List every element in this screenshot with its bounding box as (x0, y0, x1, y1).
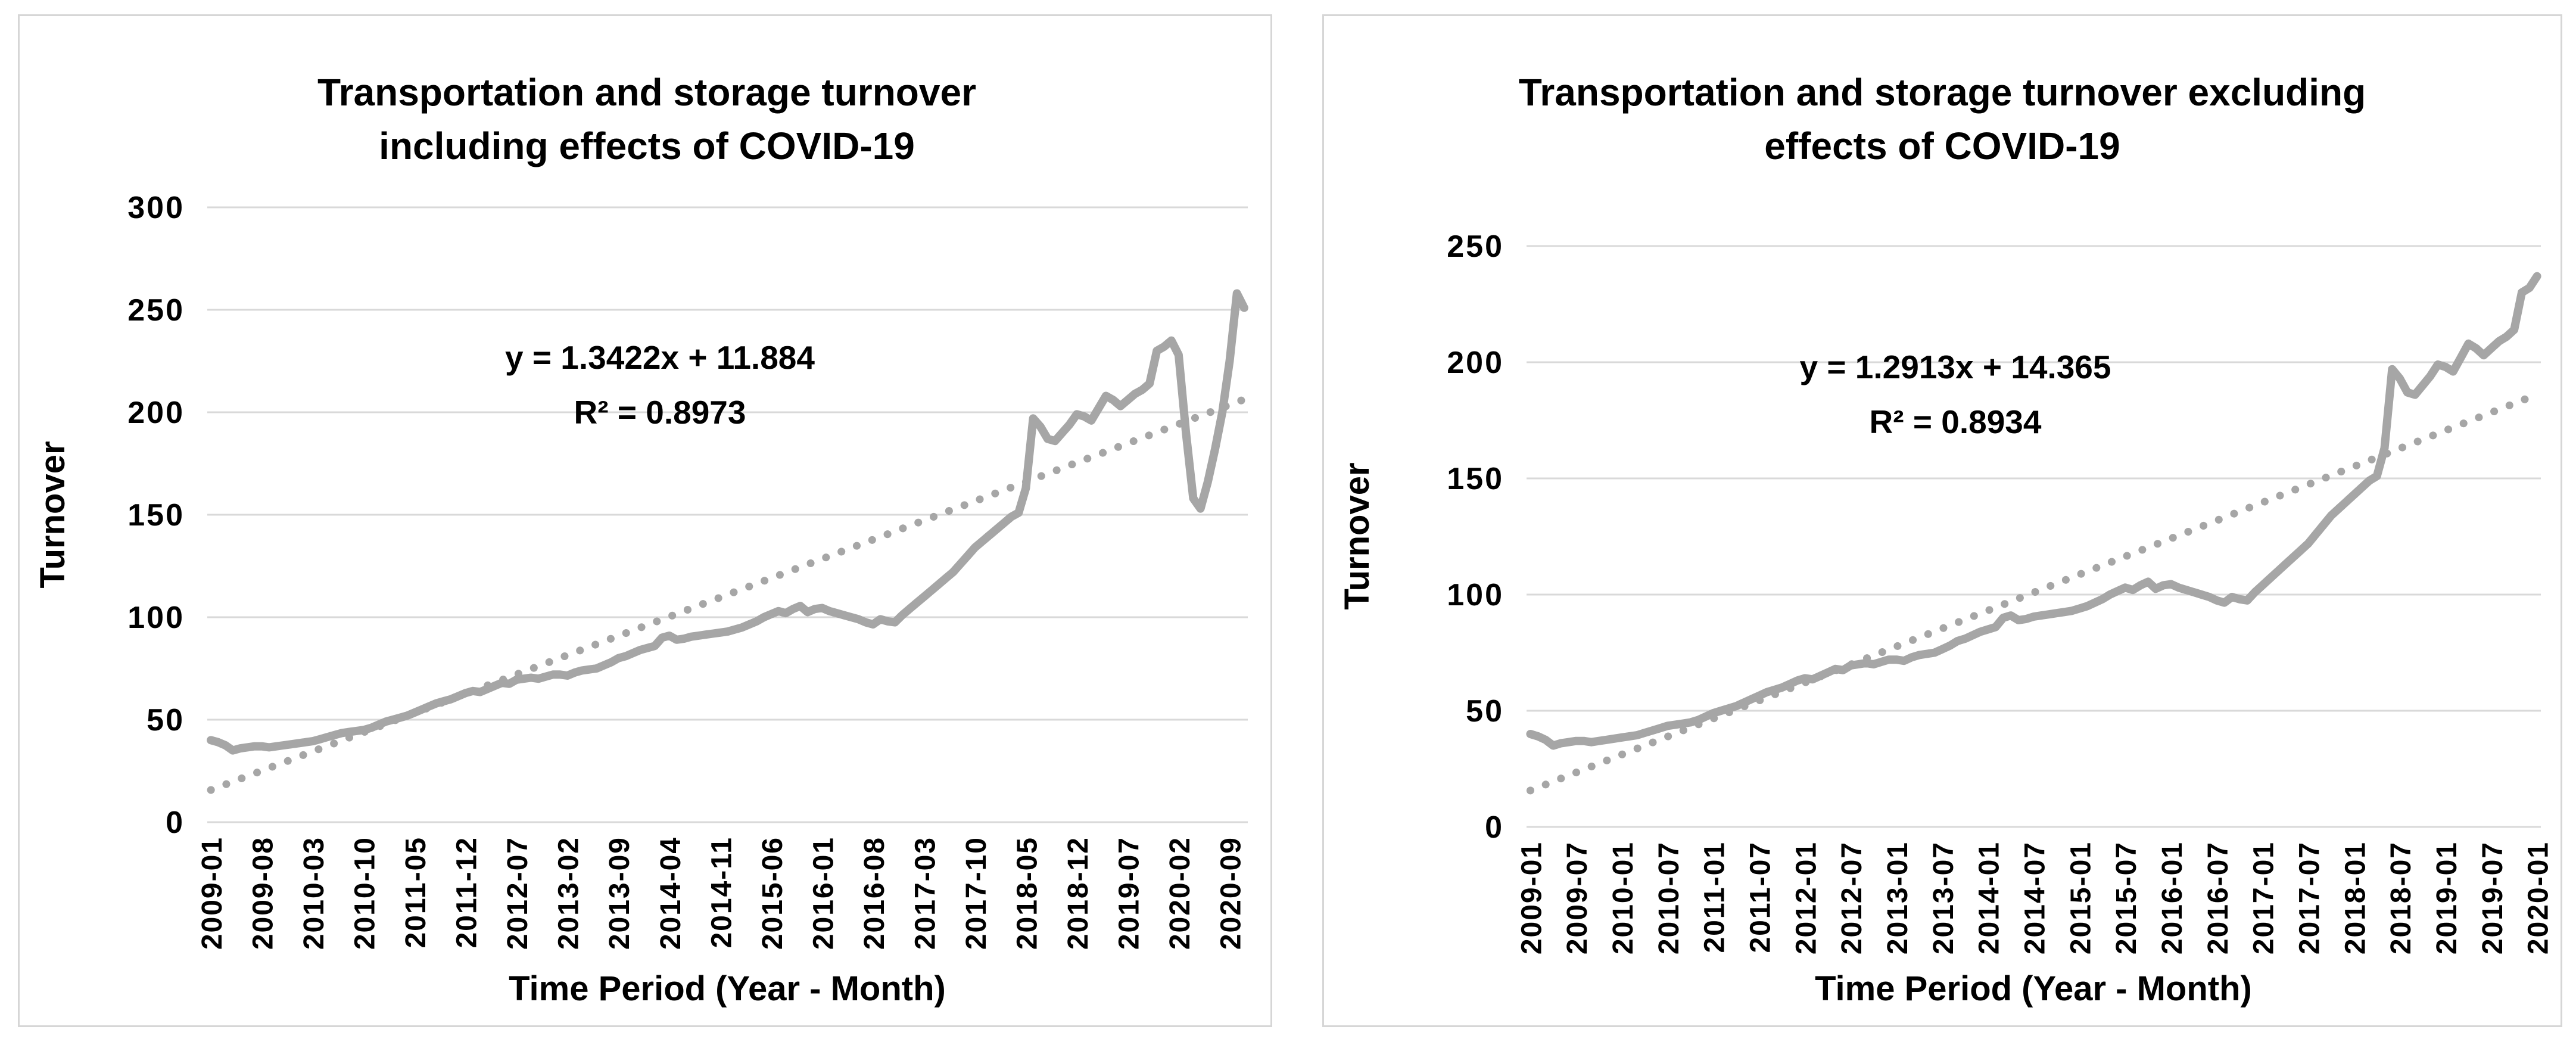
y-tick-label: 150 (1447, 462, 1504, 496)
x-tick-label: 2013-07 (1928, 841, 1960, 954)
x-tick-label: 2017-07 (2294, 841, 2325, 954)
x-tick-label: 2012-01 (1790, 841, 1822, 954)
x-tick-label: 2009-01 (1516, 841, 1547, 954)
trendline-equation-label: y = 1.2913x + 14.365 (1800, 349, 2111, 385)
x-tick-label: 2014-04 (655, 836, 687, 950)
chart-title-line2: including effects of COVID-19 (379, 125, 915, 167)
gridlines-group (1527, 245, 2541, 828)
x-tick-label: 2014-01 (1974, 841, 2005, 954)
x-tick-label: 2018-05 (1011, 836, 1043, 950)
y-tick-label: 200 (127, 396, 185, 430)
turnover-series-line (207, 289, 1248, 755)
x-tick-label: 2015-01 (2065, 841, 2097, 954)
r-squared-label: R² = 0.8973 (574, 394, 746, 431)
y-tick-label: 250 (127, 293, 185, 328)
x-tick-label: 2009-08 (248, 836, 279, 950)
x-tick-label: 2014-11 (706, 836, 737, 948)
x-tick-label: 2018-12 (1063, 836, 1094, 950)
y-tick-label: 200 (1447, 346, 1504, 380)
x-tick-label: 2016-07 (2203, 841, 2234, 954)
y-tick-label: 300 (127, 191, 185, 225)
line-chart-including-covid: 0 50 100 150 200 250 300 2009-01 2009-08 2010-03… (33, 71, 1248, 1008)
y-tick-label: 50 (147, 703, 185, 738)
x-tick-label: 2020-09 (1215, 836, 1247, 950)
x-tick-label: 2016-01 (808, 836, 839, 950)
x-tick-label: 2018-07 (2385, 841, 2417, 954)
x-tick-label: 2013-01 (1882, 841, 1914, 954)
x-tick-label: 2018-01 (2340, 841, 2371, 954)
x-tick-label: 2013-09 (604, 836, 636, 950)
x-tick-label: 2017-10 (961, 836, 992, 950)
x-tick-label: 2017-03 (909, 836, 941, 950)
x-tick-label: 2011-05 (400, 836, 432, 948)
x-tick-label: 2015-07 (2111, 841, 2142, 954)
x-tick-label: 2015-06 (757, 836, 789, 950)
x-tick-labels: 2009-01 2009-08 2010-03 2010-10 2011-05 2011-… (197, 836, 1247, 950)
turnover-series-line (1526, 272, 2541, 750)
y-tick-label: 50 (1466, 694, 1504, 729)
x-tick-label: 2012-07 (1836, 841, 1868, 954)
x-axis-title: Time Period (Year - Month) (509, 969, 946, 1008)
chart-title-line1: Transportation and storage turnover (317, 71, 976, 114)
y-tick-label: 100 (127, 601, 185, 635)
x-tick-label: 2019-07 (1113, 836, 1145, 950)
x-tick-label: 2011-12 (451, 836, 483, 948)
x-tick-label: 2019-01 (2431, 841, 2463, 954)
x-tick-label: 2010-01 (1608, 841, 1639, 954)
y-tick-label: 250 (1447, 229, 1504, 264)
linear-trendline-dotted (1526, 390, 2541, 795)
x-tick-label: 2016-01 (2157, 841, 2188, 954)
y-tick-labels: 0 50 100 150 200 250 (1447, 229, 1504, 845)
x-tick-label: 2014-07 (2020, 841, 2051, 954)
y-tick-label: 100 (1447, 578, 1504, 612)
line-chart-excluding-covid: 0 50 100 150 200 250 2009-01 2009-07 2010-01 201… (1338, 71, 2555, 1008)
chart-panel-including-covid: 0 50 100 150 200 250 300 2009-01 2009-08 2010-03… (18, 14, 1272, 1027)
x-tick-labels: 2009-01 2009-07 2010-01 2010-07 2011-01 2011-… (1516, 841, 2554, 954)
x-tick-label: 2016-08 (859, 836, 890, 950)
x-tick-label: 2010-03 (298, 836, 330, 950)
y-axis-title: Turnover (1338, 462, 1376, 609)
x-tick-label: 2011-07 (1745, 841, 1777, 953)
y-tick-label: 0 (1485, 810, 1504, 845)
x-axis-title: Time Period (Year - Month) (1815, 969, 2252, 1008)
y-axis-title: Turnover (33, 441, 72, 588)
x-tick-label: 2010-07 (1653, 841, 1685, 954)
r-squared-label: R² = 0.8934 (1870, 403, 2042, 440)
x-tick-label: 2010-10 (350, 836, 381, 950)
x-tick-label: 2009-01 (197, 836, 228, 950)
x-tick-label: 2011-01 (1699, 841, 1731, 953)
x-tick-label: 2017-01 (2248, 841, 2280, 954)
chart-title-line1: Transportation and storage turnover excl… (1519, 71, 2366, 114)
y-tick-label: 0 (166, 805, 185, 840)
x-tick-label: 2019-07 (2477, 841, 2509, 954)
chart-panel-excluding-covid: 0 50 100 150 200 250 2009-01 2009-07 2010-01 201… (1322, 14, 2562, 1027)
y-tick-labels: 0 50 100 150 200 250 300 (127, 191, 185, 840)
x-tick-label: 2009-07 (1562, 841, 1593, 954)
x-tick-label: 2020-02 (1164, 836, 1196, 950)
x-tick-label: 2012-07 (502, 836, 534, 950)
x-tick-label: 2013-02 (553, 836, 585, 950)
x-tick-label: 2020-01 (2523, 841, 2555, 954)
y-tick-label: 150 (127, 498, 185, 533)
trendline-equation-label: y = 1.3422x + 11.884 (505, 339, 815, 376)
chart-title-line2: effects of COVID-19 (1764, 125, 2120, 167)
linear-trendline-dotted (207, 395, 1248, 794)
